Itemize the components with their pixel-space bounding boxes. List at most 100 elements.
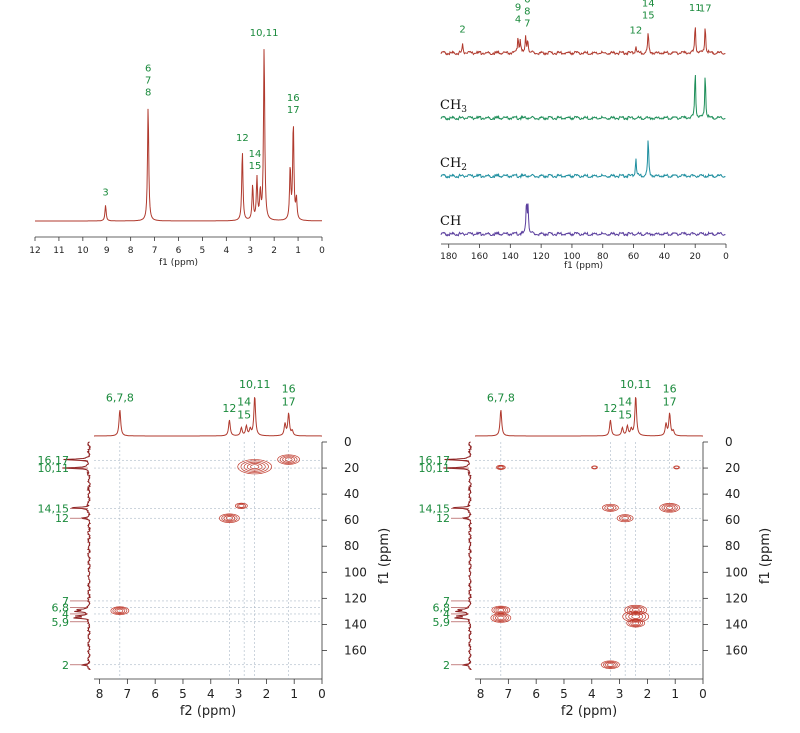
hsqc-side-label: 5,9	[52, 616, 70, 629]
hmbc-y-axis-label: f1 (ppm)	[758, 528, 773, 584]
hsqc-y-axis-label: f1 (ppm)	[377, 528, 392, 584]
hsqc-cross-peak	[219, 513, 240, 523]
h1-x-tick-label: 8	[128, 246, 134, 256]
dept-trace-label-subscript: 2	[461, 163, 467, 173]
hmbc-side-label: 7	[443, 595, 450, 608]
hsqc-side-label: 7	[62, 595, 69, 608]
hmbc-cross-peak-contour	[498, 465, 504, 470]
hsqc-side-label: 2	[62, 659, 69, 672]
c13-peak-label: 4	[515, 14, 521, 25]
hmbc-cross-peak-contour	[621, 516, 629, 521]
h1-peak-label: 17	[287, 105, 300, 116]
hsqc-x-tick-label: 6	[151, 687, 159, 701]
hsqc-cross-peak-contour	[277, 454, 300, 465]
c13-spectrum-line	[440, 27, 726, 56]
hmbc-cross-peak	[659, 503, 680, 513]
hsqc-cross-peak-contour	[240, 460, 269, 474]
hmbc-y-tick-label: 80	[725, 539, 740, 553]
hmbc-cross-peak-contour	[497, 615, 505, 620]
hmbc-cross-peak-contour	[605, 662, 616, 668]
hmbc-cross-peak-contour	[604, 504, 617, 511]
hsqc-top-label: 14	[237, 395, 251, 408]
hmbc-cross-peak-contour	[607, 662, 614, 667]
hmbc-y-tick-label: 120	[725, 591, 748, 605]
hsqc-y-tick-label: 120	[344, 591, 367, 605]
dept-trace-label: CH2	[440, 156, 467, 173]
h1-peak-label: 14	[249, 149, 262, 160]
c13-x-tick-label: 100	[563, 252, 580, 262]
h1-x-tick-label: 1	[295, 246, 301, 256]
hmbc-y-tick-label: 20	[725, 461, 740, 475]
hmbc-top-label: 16	[663, 383, 677, 396]
hmbc-side-label: 6,8	[433, 601, 451, 614]
hmbc-cross-peak	[601, 660, 620, 670]
hsqc-cross-peak-contour	[223, 515, 236, 522]
hsqc-y-tick-label: 20	[344, 461, 359, 475]
h1-peak-label: 10,11	[250, 28, 279, 39]
hsqc-cross-peak-contour	[225, 516, 234, 521]
hmbc-cross-peak-contour	[659, 503, 680, 513]
hmbc-x-axis-label: f2 (ppm)	[561, 704, 617, 719]
hsqc-y-tick-label: 80	[344, 539, 359, 553]
c13-x-tick-label: 20	[689, 252, 701, 262]
hmbc-cross-peak-contour	[626, 605, 645, 615]
hmbc-cross-peak-contour	[497, 608, 505, 613]
hmbc-x-tick-label: 2	[644, 687, 652, 701]
hmbc-left-projection	[443, 441, 473, 670]
hmbc-cross-peak-contour	[666, 505, 674, 510]
c13-peak-label: 7	[524, 19, 530, 30]
hmbc-y-tick-label: 60	[725, 513, 740, 527]
c13-x-tick-label: 40	[659, 252, 671, 262]
c13-spectrum-line	[440, 140, 726, 179]
h1-x-tick-label: 4	[223, 246, 229, 256]
hsqc-cross-peak-contour	[284, 457, 293, 462]
hsqc-x-tick-label: 1	[290, 687, 298, 701]
hmbc-cross-peak	[496, 464, 506, 470]
hmbc-cross-peak-contour	[632, 621, 640, 626]
hsqc-top-label: 15	[237, 408, 251, 421]
hmbc-cross-peak-contour	[631, 614, 641, 619]
hmbc-side-label: 16,17	[419, 454, 451, 467]
hsqc-x-tick-label: 5	[179, 687, 187, 701]
h1-peak-label: 16	[287, 93, 300, 104]
hmbc-x-tick-label: 6	[532, 687, 540, 701]
hsqc-cross-peak	[235, 502, 248, 509]
hmbc-cross-peak	[626, 618, 646, 628]
hsqc-top-projection	[94, 397, 322, 437]
hsqc-side-label: 6,8	[52, 601, 70, 614]
hsqc-top-label: 12	[222, 402, 236, 415]
hmbc-cross-peak-contour	[495, 607, 507, 613]
hsqc-side-label: 12	[55, 512, 69, 525]
hsqc-top-label: 10,11	[239, 378, 271, 391]
hmbc-cross-peak	[616, 514, 634, 523]
dept-trace-label: CH	[440, 214, 461, 229]
dept-trace-label-subscript: 3	[461, 105, 467, 115]
hsqc-cross-peak-contour	[279, 455, 298, 464]
h1-x-tick-label: 6	[176, 246, 182, 256]
hsqc-cross-peak-contour	[246, 463, 263, 471]
hsqc-y-tick-label: 100	[344, 565, 367, 579]
hmbc-side-label: 4	[443, 608, 450, 621]
hsqc-y-tick-label: 140	[344, 617, 367, 631]
hmbc-top-label: 6,7,8	[487, 392, 515, 405]
c13-x-tick-label: 80	[597, 252, 609, 262]
hsqc-x-tick-label: 0	[318, 687, 326, 701]
h1-peak-label: 8	[145, 88, 151, 99]
hmbc-cross-peak-contour	[602, 503, 619, 512]
h1-x-tick-label: 2	[271, 246, 277, 256]
hsqc-cross-peak-contour	[110, 606, 130, 616]
c13-peak-label: 8	[524, 7, 530, 18]
hsqc-y-tick-label: 0	[344, 435, 352, 449]
hmbc-cross-peak	[591, 465, 598, 470]
hmbc-cross-peak-contour	[661, 503, 678, 512]
hsqc-cross-peak-contour	[237, 459, 273, 475]
hmbc-top-projection	[475, 397, 703, 437]
h1-peak-label: 12	[236, 133, 249, 144]
c13-x-tick-label: 140	[502, 252, 519, 262]
hmbc-y-tick-label: 100	[725, 565, 748, 579]
hmbc-side-label: 10,11	[419, 462, 451, 475]
hsqc-cross-peak	[277, 454, 300, 465]
hmbc-top-label: 14	[618, 395, 632, 408]
